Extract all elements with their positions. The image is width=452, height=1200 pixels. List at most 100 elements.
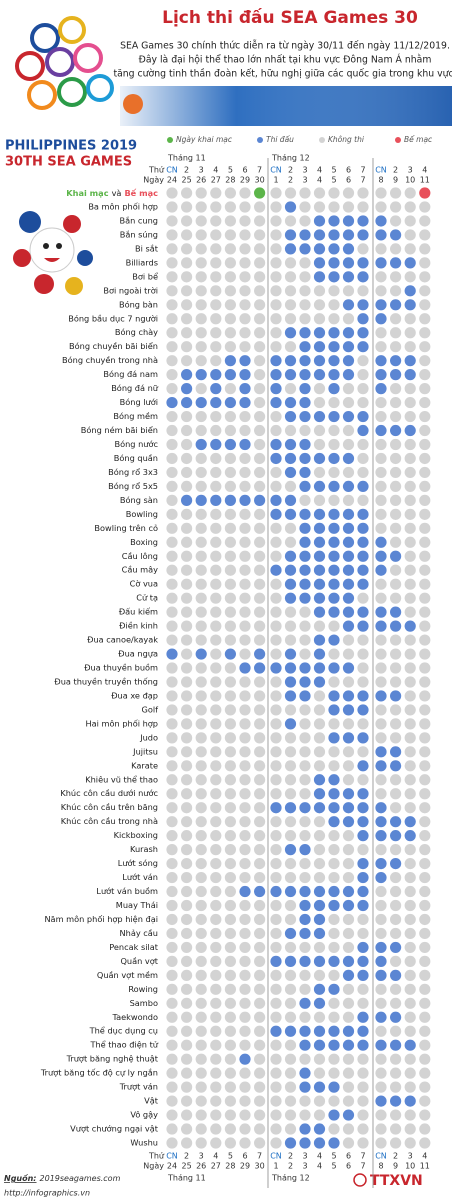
schedule-dot (342, 438, 355, 451)
schedule-dot (313, 550, 326, 562)
ceremony-day (284, 187, 297, 199)
schedule-dot (419, 1053, 431, 1065)
schedule-dot (181, 550, 193, 562)
weekday: 4 (317, 1152, 322, 1161)
schedule-dot (375, 1025, 387, 1037)
weekday: 4 (213, 166, 218, 175)
schedule-dot (419, 997, 431, 1009)
schedule-dot (195, 1095, 207, 1107)
schedule-dot (357, 1095, 369, 1107)
schedule-dot (404, 955, 416, 967)
schedule-dot (419, 941, 431, 954)
schedule-dot (239, 606, 251, 618)
schedule-dot (419, 1039, 431, 1051)
schedule-dot (342, 746, 355, 758)
schedule-dot (254, 676, 266, 688)
schedule-dot (342, 662, 355, 674)
schedule-dot (270, 1039, 282, 1051)
schedule-dot (270, 410, 282, 423)
schedule-dot (313, 243, 326, 255)
schedule-dot (375, 466, 387, 479)
schedule-dot (210, 1011, 222, 1023)
schedule-dot (299, 955, 311, 967)
schedule-dot (390, 899, 402, 912)
schedule-dot (254, 1011, 266, 1023)
schedule-dot (375, 885, 387, 898)
schedule-dot (313, 229, 326, 241)
schedule-dot (390, 369, 402, 381)
schedule-dot (181, 508, 193, 520)
sport-name: Jujitsu (132, 746, 158, 756)
schedule-dot (375, 313, 387, 325)
schedule-dot (270, 1053, 282, 1065)
schedule-dot (299, 760, 311, 772)
schedule-dot (254, 913, 266, 926)
ceremony-day (299, 187, 311, 199)
schedule-dot (390, 955, 402, 967)
schedule-dot (254, 620, 266, 632)
schedule-dot (195, 1011, 207, 1023)
schedule-dot (357, 327, 369, 339)
schedule-dot (239, 424, 251, 437)
schedule-dot (342, 1137, 355, 1149)
date: 8 (378, 1162, 383, 1171)
schedule-dot (375, 732, 387, 744)
schedule-dot (328, 424, 340, 437)
sport-name: Cờ vua (130, 579, 158, 589)
schedule-dot (181, 1067, 193, 1079)
schedule-dot (284, 1109, 297, 1121)
schedule-dot (166, 606, 178, 618)
schedule-dot (328, 788, 340, 800)
schedule-dot (342, 396, 355, 409)
schedule-dot (419, 396, 431, 409)
schedule-dot (357, 522, 369, 534)
schedule-dot (181, 983, 193, 995)
schedule-dot (195, 718, 207, 730)
schedule-dot (357, 718, 369, 730)
schedule-dot (390, 760, 402, 772)
schedule-dot (299, 424, 311, 437)
schedule-dot (328, 732, 340, 744)
schedule-dot (270, 955, 282, 967)
schedule-dot (195, 620, 207, 632)
schedule-dot (390, 648, 402, 660)
schedule-dot (224, 746, 236, 758)
schedule-dot (404, 243, 416, 255)
schedule-dot (390, 285, 402, 297)
schedule-dot (224, 215, 236, 227)
schedule-dot (181, 913, 193, 926)
schedule-dot (299, 564, 311, 576)
schedule-dot (342, 578, 355, 590)
schedule-dot (299, 1053, 311, 1065)
date: 2 (288, 1162, 293, 1171)
schedule-dot (166, 369, 178, 381)
schedule-dot (181, 704, 193, 716)
schedule-dot (313, 732, 326, 744)
schedule-dot (284, 969, 297, 981)
schedule-dot (195, 424, 207, 437)
schedule-dot (224, 438, 236, 451)
schedule-dot (181, 746, 193, 758)
schedule-dot (181, 271, 193, 283)
schedule-dot (299, 592, 311, 604)
schedule-dot (224, 620, 236, 632)
schedule-dot (254, 1081, 266, 1093)
schedule-dot (328, 299, 340, 311)
schedule-dot (210, 369, 222, 381)
schedule-dot (270, 690, 282, 702)
schedule-dot (181, 522, 193, 534)
weekday: 2 (184, 1152, 189, 1161)
schedule-dot (210, 676, 222, 688)
schedule-dot (313, 285, 326, 297)
schedule-dot (270, 774, 282, 786)
schedule-dot (224, 1025, 236, 1037)
schedule-dot (254, 578, 266, 590)
schedule-dot (404, 564, 416, 576)
schedule-dot (254, 1137, 266, 1149)
schedule-dot (328, 620, 340, 632)
schedule-dot (342, 494, 355, 506)
schedule-dot (357, 424, 369, 437)
sport-name: Bơi ngoài trời (103, 285, 158, 295)
schedule-dot (224, 522, 236, 534)
agency-logo: TTXVN (370, 1173, 423, 1189)
